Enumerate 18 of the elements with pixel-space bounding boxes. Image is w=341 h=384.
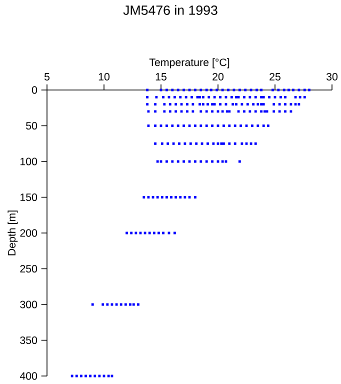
x-tick-label: 5: [44, 73, 50, 80]
y-tick-label: 0: [32, 86, 37, 94]
x-tick-label: 10: [98, 72, 110, 80]
x-tick-label: 30: [326, 72, 338, 80]
y-tick-label: 300: [20, 300, 37, 308]
y-tick-label: 150: [20, 193, 37, 202]
x-axis-title: Temperature [°C]: [149, 58, 229, 68]
x-tick-label: 20: [212, 72, 224, 80]
y-tick-label: 200: [20, 229, 37, 237]
y-tick-label: 350: [20, 336, 37, 344]
y-tick-label: 250: [20, 264, 37, 273]
y-axis-title: Depth [m]: [7, 210, 18, 256]
y-tick-label: 400: [20, 372, 37, 380]
y-tick-label: 100: [20, 158, 37, 166]
y-tick-label: 50: [26, 122, 37, 130]
x-tick-label: 15: [156, 73, 166, 80]
x-tick-label: 25: [269, 72, 280, 80]
chart-title: JM5476 in 1993: [123, 5, 218, 15]
